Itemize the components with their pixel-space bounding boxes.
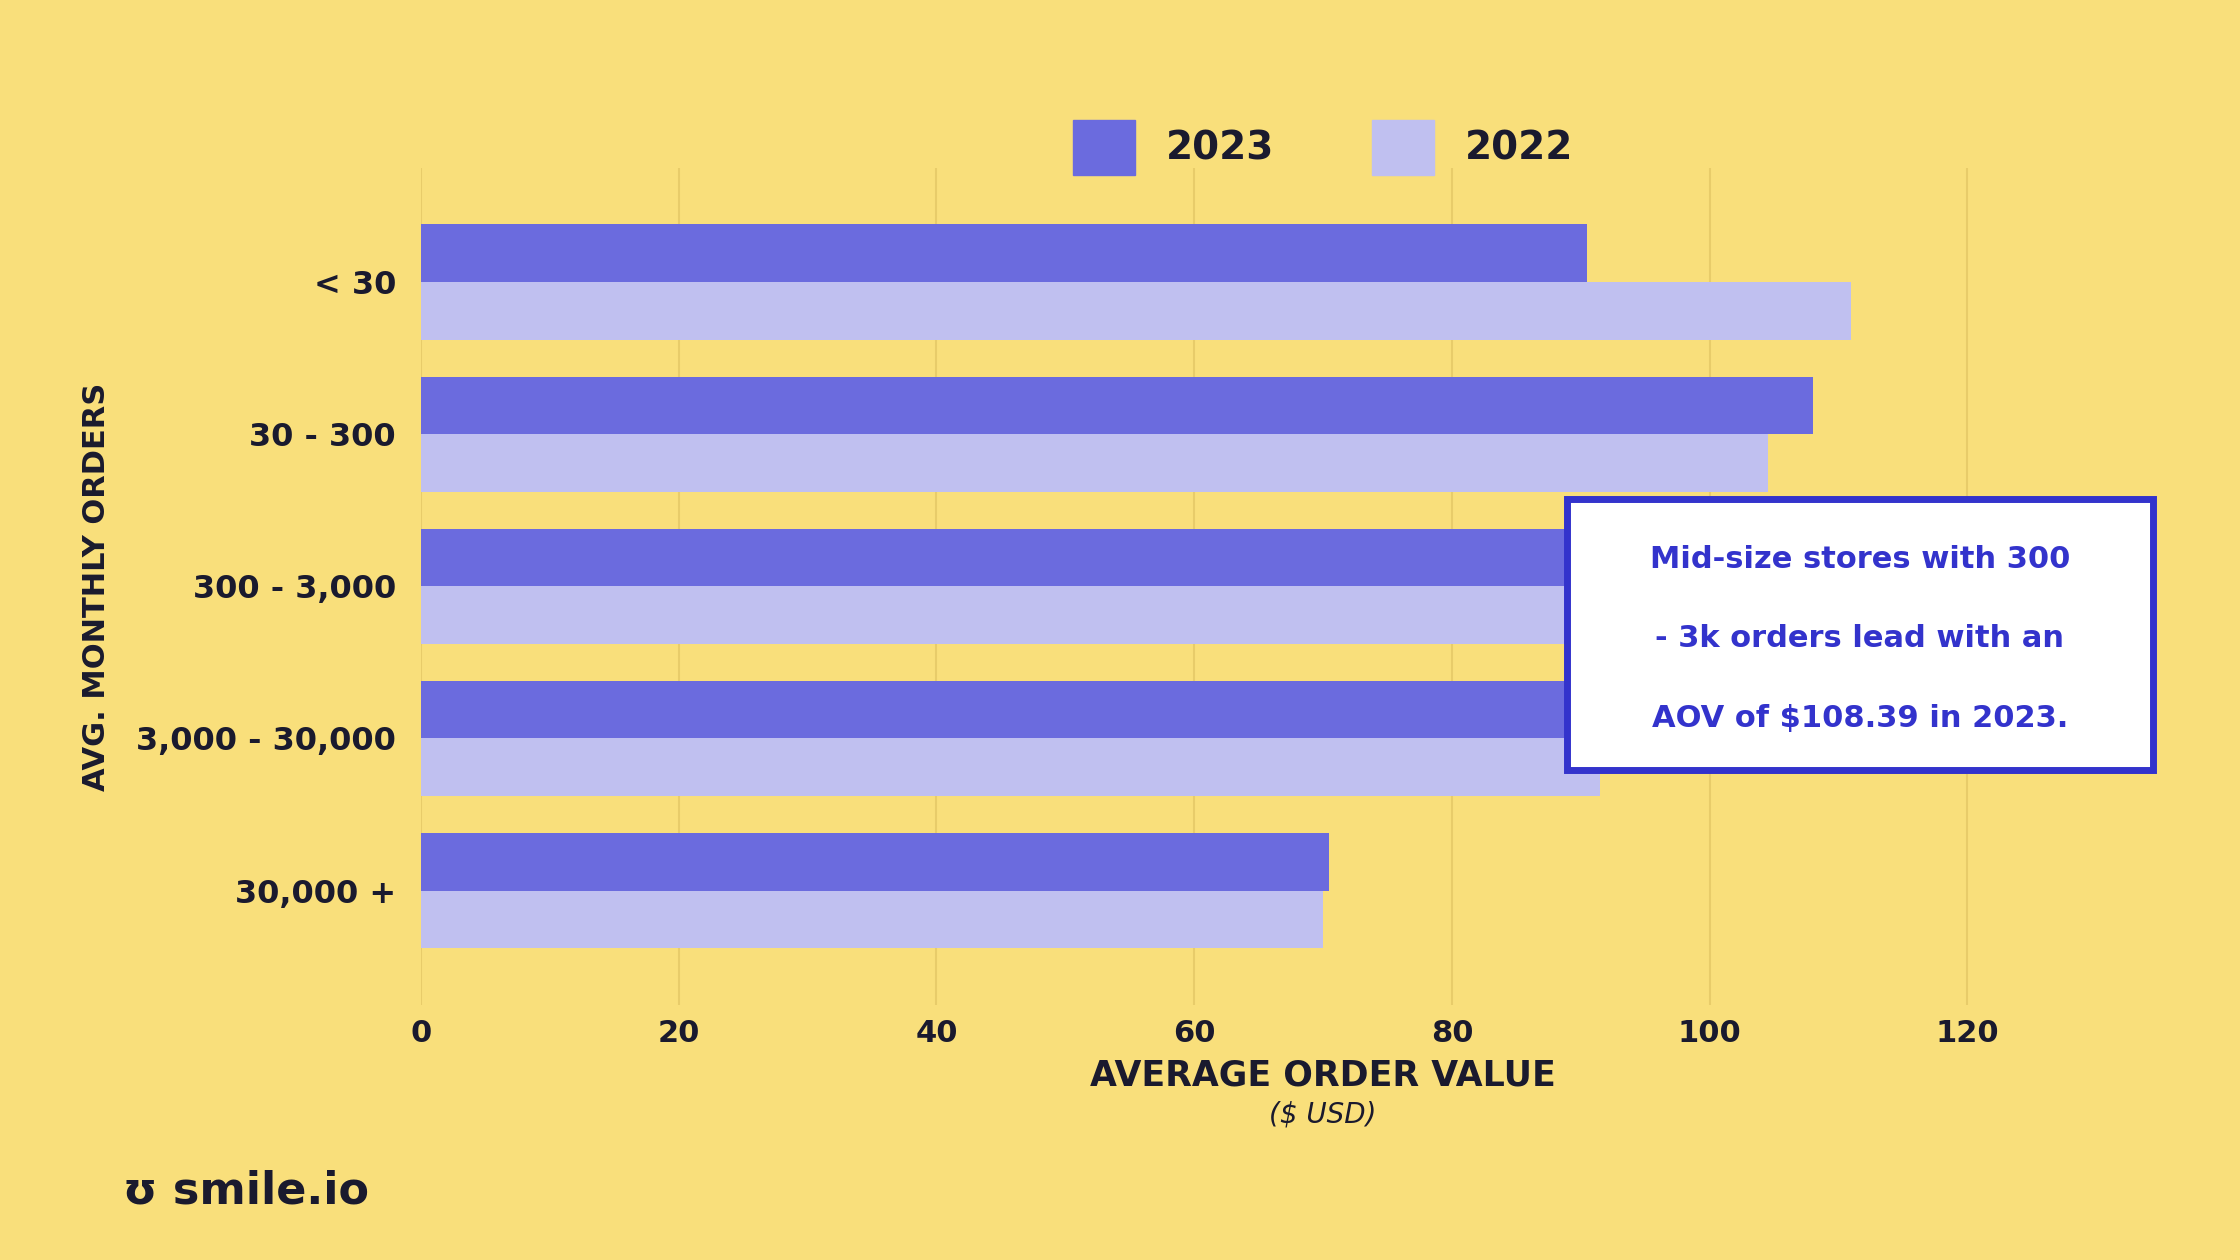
Y-axis label: AVG. MONTHLY ORDERS: AVG. MONTHLY ORDERS [83,382,112,790]
Bar [421,529,1817,586]
Bar [421,586,1799,644]
Bar [421,377,1812,435]
Bar [421,282,1850,340]
Bar [421,833,1331,891]
X-axis label: AVERAGE ORDER VALUE: AVERAGE ORDER VALUE [1091,1058,1557,1092]
Bar [421,680,1626,738]
Text: ($ USD): ($ USD) [1270,1101,1378,1129]
Bar [421,224,1588,282]
Bar [421,891,1324,949]
FancyBboxPatch shape [1566,499,2153,770]
Text: ʊ smile.io: ʊ smile.io [123,1169,370,1212]
Bar [421,738,1599,796]
Text: Mid-size stores with 300: Mid-size stores with 300 [1649,544,2070,573]
Text: AOV of $108.39 in 2023.: AOV of $108.39 in 2023. [1651,703,2068,732]
Legend: 2023, 2022: 2023, 2022 [1057,105,1588,190]
Text: - 3k orders lead with an: - 3k orders lead with an [1655,624,2065,653]
Bar [421,435,1767,493]
